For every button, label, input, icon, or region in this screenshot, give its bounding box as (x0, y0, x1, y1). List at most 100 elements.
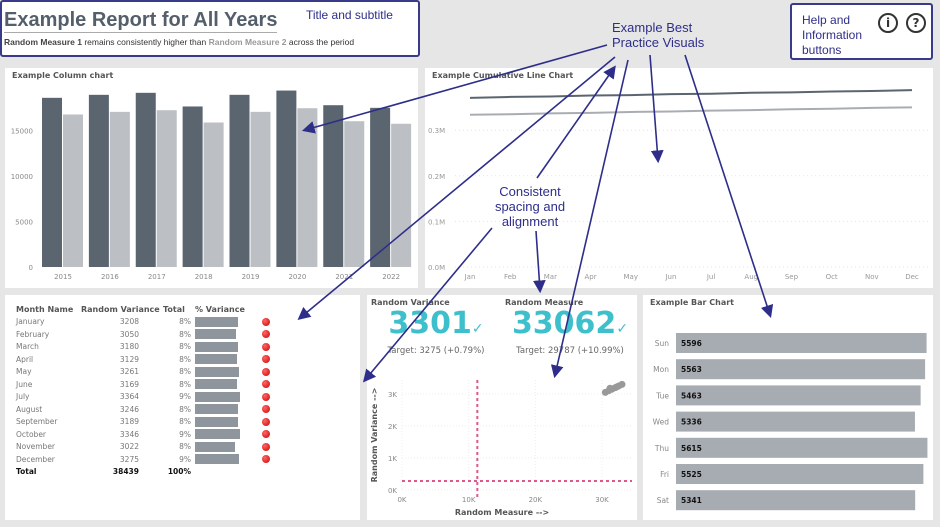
status-red-icon (262, 392, 270, 401)
variance-cell: 3050 (119, 329, 139, 339)
variance-cell: 3246 (119, 404, 139, 414)
variance-cell: 3129 (119, 354, 139, 364)
total-cell: 8% (179, 342, 191, 352)
variance-bar (195, 441, 236, 452)
variance-bar (195, 316, 238, 327)
month-cell: October (16, 429, 47, 439)
bar-data-label: 5615 (681, 444, 702, 453)
status-red-icon (261, 430, 270, 439)
y-tick-label: 10000 (11, 173, 33, 181)
column-bar-series-1 (88, 94, 109, 267)
page-title: Example Report for All Years (4, 9, 278, 33)
line-series-1 (469, 89, 913, 99)
variance-bar (195, 429, 240, 440)
column-bar-series-1 (135, 92, 156, 267)
status-red-icon (261, 380, 270, 389)
y-axis-label: Random Variance --> (370, 388, 379, 483)
variance-bar-cell (191, 378, 291, 391)
annotation-best-practice: Example Best Practice Visuals (612, 20, 705, 50)
col-total[interactable]: Total (163, 304, 185, 314)
bar-category-label: Tue (655, 391, 669, 400)
page-subtitle: Random Measure 1 remains consistently hi… (4, 37, 354, 47)
variance-bar (195, 354, 237, 365)
x-tick-label: Jun (664, 273, 676, 281)
info-icon[interactable]: i (878, 13, 898, 33)
variance-cell: 3346 (119, 429, 139, 439)
subtitle-measure-1: Random Measure 1 (4, 37, 82, 47)
bar-category-label: Thu (654, 444, 669, 453)
variance-cell: 3275 (119, 454, 139, 464)
bar (676, 411, 915, 432)
column-bar-series-2 (297, 108, 318, 267)
table-row: January 3208 8% (16, 316, 291, 329)
table-row: July 3364 9% (16, 391, 291, 404)
x-tick-label: May (623, 273, 637, 281)
total-variance: 38439 (112, 467, 139, 477)
x-tick-label: 2021 (335, 273, 353, 281)
column-bar-series-2 (63, 114, 83, 267)
question-icon[interactable]: ? (906, 13, 926, 33)
col-pct-variance[interactable]: % Variance (195, 304, 245, 314)
status-red-icon (261, 405, 270, 414)
x-tick-label: 2019 (242, 273, 260, 281)
column-bar-series-1 (323, 105, 344, 267)
x-tick-label: 2015 (54, 273, 72, 281)
scatter-chart: 0K 1K 2K 3K 0K 10K 20K 30K Random Measure --> Ran… (370, 380, 632, 517)
variance-cell: 3180 (119, 342, 139, 352)
bar-chart: Sun 5596 Mon 5563 Tue 5463 Wed 5336 Thu 5615 Fri 55… (653, 333, 928, 511)
status-red-icon (261, 317, 270, 326)
column-bar-series-1 (370, 107, 391, 267)
variance-bar-cell (191, 403, 291, 416)
variance-bar (195, 341, 238, 352)
column-chart-title: Example Column chart (12, 71, 114, 80)
x-tick-label: 2020 (288, 273, 306, 281)
x-tick-label: 2018 (195, 273, 213, 281)
bar (676, 437, 928, 458)
bar-category-label: Wed (653, 418, 670, 427)
month-cell: July (16, 392, 30, 402)
table-row: September 3189 8% (16, 416, 291, 429)
bar-data-label: 5341 (681, 496, 702, 505)
variance-bar-cell (191, 391, 291, 404)
total-cell: 8% (179, 404, 191, 414)
variance-cell: 3261 (119, 367, 139, 377)
bar-data-label: 5596 (681, 339, 702, 348)
total-cell: 8% (179, 442, 191, 452)
column-bar-series-1 (229, 94, 250, 267)
variance-bar-cell (191, 328, 291, 341)
x-tick-label: 30K (595, 496, 609, 504)
help-box: Help and Information buttons i ? (790, 3, 933, 60)
y-tick-label: 1K (388, 455, 397, 463)
variance-table: Month Name Random Variance Total % Varia… (16, 303, 291, 478)
x-tick-label: Jul (706, 273, 716, 281)
bar-category-label: Sat (657, 496, 669, 505)
scatter-point (618, 380, 626, 388)
total-label: Total (16, 467, 37, 477)
bar-data-label: 5463 (681, 391, 702, 400)
col-month-name[interactable]: Month Name (16, 304, 74, 314)
col-random-variance[interactable]: Random Variance (81, 304, 160, 314)
y-tick-label: 0.0M (428, 264, 445, 272)
x-tick-label: Nov (865, 273, 879, 281)
line-chart-panel: Example Cumulative Line Chart 0.0M 0.1M 0.… (425, 68, 933, 288)
table-row: December 3275 9% (16, 453, 291, 466)
table-row: March 3180 8% (16, 341, 291, 354)
x-tick-label: Jan (464, 273, 476, 281)
column-bar-series-2 (344, 121, 365, 267)
status-red-icon (261, 342, 270, 351)
status-red-icon (261, 367, 270, 376)
variance-bar-cell (191, 316, 291, 329)
y-tick-label: 5000 (15, 219, 33, 227)
column-bar-series-2 (250, 111, 271, 267)
line-chart: 0.0M 0.1M 0.2M 0.3M Jan Feb Mar Apr May Jun Jul Aug… (428, 89, 930, 281)
month-cell: May (16, 367, 32, 377)
y-tick-label: 0 (29, 264, 33, 272)
variance-bar-cell (191, 366, 291, 379)
x-tick-label: Sep (785, 273, 799, 281)
bar (676, 385, 921, 406)
table-row: June 3169 8% (16, 378, 291, 391)
variance-bar-cell (191, 428, 291, 441)
month-cell: November (16, 442, 56, 452)
month-cell: March (16, 342, 39, 352)
scatter-point (613, 383, 621, 391)
